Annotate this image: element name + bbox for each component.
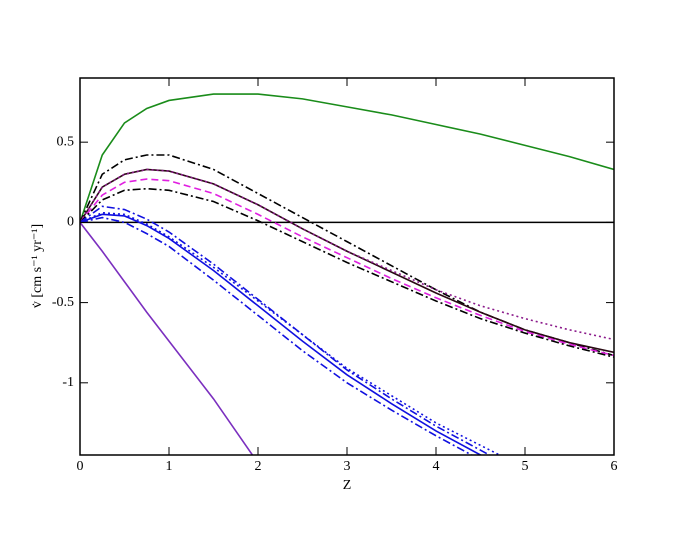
series-line <box>80 93 614 223</box>
x-tick-label: 6 <box>611 459 618 474</box>
x-tick-label: 2 <box>255 459 262 474</box>
series-line <box>80 168 614 354</box>
series-line <box>80 216 474 455</box>
series-line <box>80 205 492 455</box>
series-line <box>80 168 614 341</box>
x-tick-label: 0 <box>77 459 84 474</box>
x-axis-label: Z <box>343 478 352 493</box>
plot-area <box>80 93 614 455</box>
y-tick-label: 0.5 <box>57 134 75 149</box>
y-axis-label: v̇ [cm s⁻¹ yr⁻¹] <box>30 224 45 308</box>
series-line <box>80 154 614 357</box>
y-tick-label: -1 <box>62 375 74 390</box>
x-tick-label: 5 <box>522 459 529 474</box>
series-line <box>80 187 614 358</box>
x-tick-label: 1 <box>166 459 173 474</box>
x-tick-label: 3 <box>344 459 351 474</box>
series-line <box>80 221 254 455</box>
plot-frame <box>79 77 615 456</box>
series-line <box>80 213 483 455</box>
series-line <box>80 211 502 455</box>
series-line <box>80 178 614 357</box>
y-tick-label: 0 <box>67 215 74 230</box>
x-tick-label: 4 <box>433 459 440 474</box>
y-tick-label: -0.5 <box>52 295 74 310</box>
